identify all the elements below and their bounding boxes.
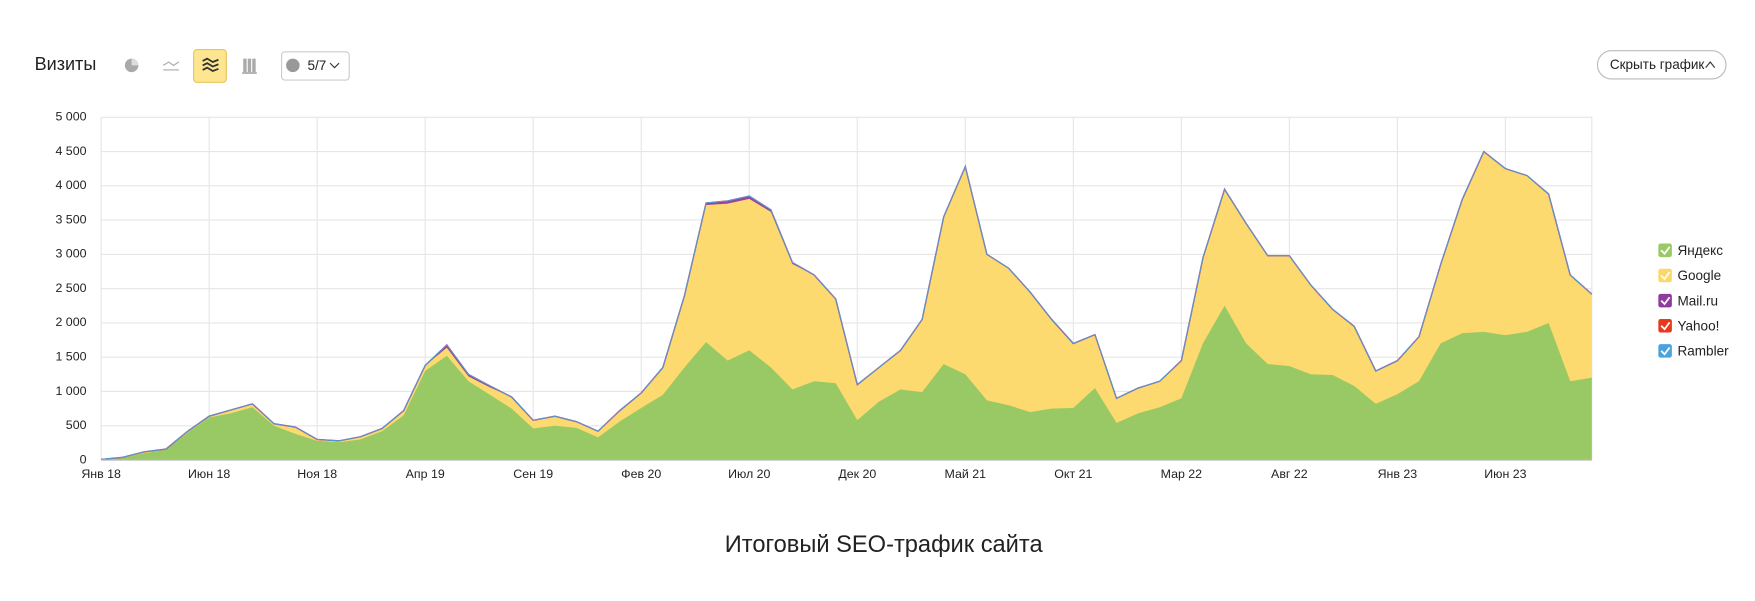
x-tick-label: Окт 21 — [1054, 467, 1092, 481]
x-tick-label: Янв 18 — [81, 467, 121, 481]
legend-check — [1660, 271, 1671, 281]
y-tick-label: 3 500 — [55, 212, 86, 226]
legend-checkbox[interactable] — [1658, 243, 1672, 258]
area-edge — [101, 150, 1593, 460]
legend-label: Яндекс — [1678, 243, 1724, 258]
x-tick-label: Ноя 18 — [297, 467, 337, 481]
x-tick-label: Сен 19 — [513, 467, 553, 481]
legend-checkbox[interactable] — [1658, 318, 1672, 333]
y-tick-label: 4 500 — [55, 144, 86, 158]
legend-checkbox[interactable] — [1658, 344, 1672, 358]
legend-label: Yahoo! — [1678, 318, 1720, 333]
hide-chart-button[interactable] — [1596, 50, 1727, 80]
legend-checkbox[interactable] — [1658, 293, 1672, 308]
caption: Итоговый SEO-трафик сайта — [725, 532, 1044, 558]
annotations-button[interactable] — [281, 51, 350, 81]
area-icon — [202, 57, 219, 73]
bar-icon[interactable] — [242, 58, 257, 74]
panel-title: Визиты — [35, 54, 97, 74]
legend-check — [1660, 321, 1671, 331]
x-tick-label: Фев 20 — [621, 467, 661, 481]
y-tick-label: 2 500 — [55, 281, 86, 295]
legend-check — [1660, 346, 1671, 356]
legend-label: Google — [1678, 268, 1722, 283]
chevron — [1705, 61, 1716, 69]
area — [101, 305, 1592, 461]
y-tick-label: 1 000 — [55, 384, 86, 398]
x-tick-label: Дек 20 — [838, 467, 876, 481]
x-tick-label: Июл 20 — [728, 467, 770, 481]
pie-icon[interactable] — [124, 58, 139, 73]
plot: 0 500 1 000 1 500 2 000 2 500 3 000 3 500 4 000 4… — [55, 110, 1729, 481]
x-tick-label: Авг 22 — [1271, 467, 1308, 481]
legend-check — [1660, 246, 1671, 256]
area-icon-selected[interactable] — [193, 49, 227, 83]
comment-icon — [286, 58, 300, 73]
legend-label: Mail.ru — [1678, 293, 1719, 308]
x-tick-label: Мар 22 — [1161, 467, 1203, 481]
y-tick-label: 2 000 — [55, 315, 86, 329]
y-tick-label: 3 000 — [55, 247, 86, 261]
x-tick-label: Янв 23 — [1378, 467, 1418, 481]
legend-check — [1660, 296, 1671, 306]
chevron — [329, 62, 340, 69]
y-tick-label: 5 000 — [55, 110, 86, 124]
legend-checkbox[interactable] — [1658, 268, 1672, 283]
y-tick-label: 500 — [66, 418, 87, 432]
x-tick-label: Май 21 — [945, 467, 987, 481]
y-tick-label: 1 500 — [55, 349, 86, 363]
y-tick-label: 0 — [80, 452, 87, 466]
x-tick-label: Июн 18 — [188, 467, 230, 481]
annotations-count: 5/7 — [308, 58, 327, 73]
area — [101, 151, 1592, 460]
legend-label: Rambler — [1678, 344, 1730, 359]
line-icon[interactable] — [162, 61, 180, 71]
x-tick-label: Июн 23 — [1484, 467, 1526, 481]
y-tick-label: 4 000 — [55, 178, 86, 192]
hide-chart-label: Скрыть график — [1610, 57, 1705, 72]
x-tick-label: Апр 19 — [406, 467, 445, 481]
